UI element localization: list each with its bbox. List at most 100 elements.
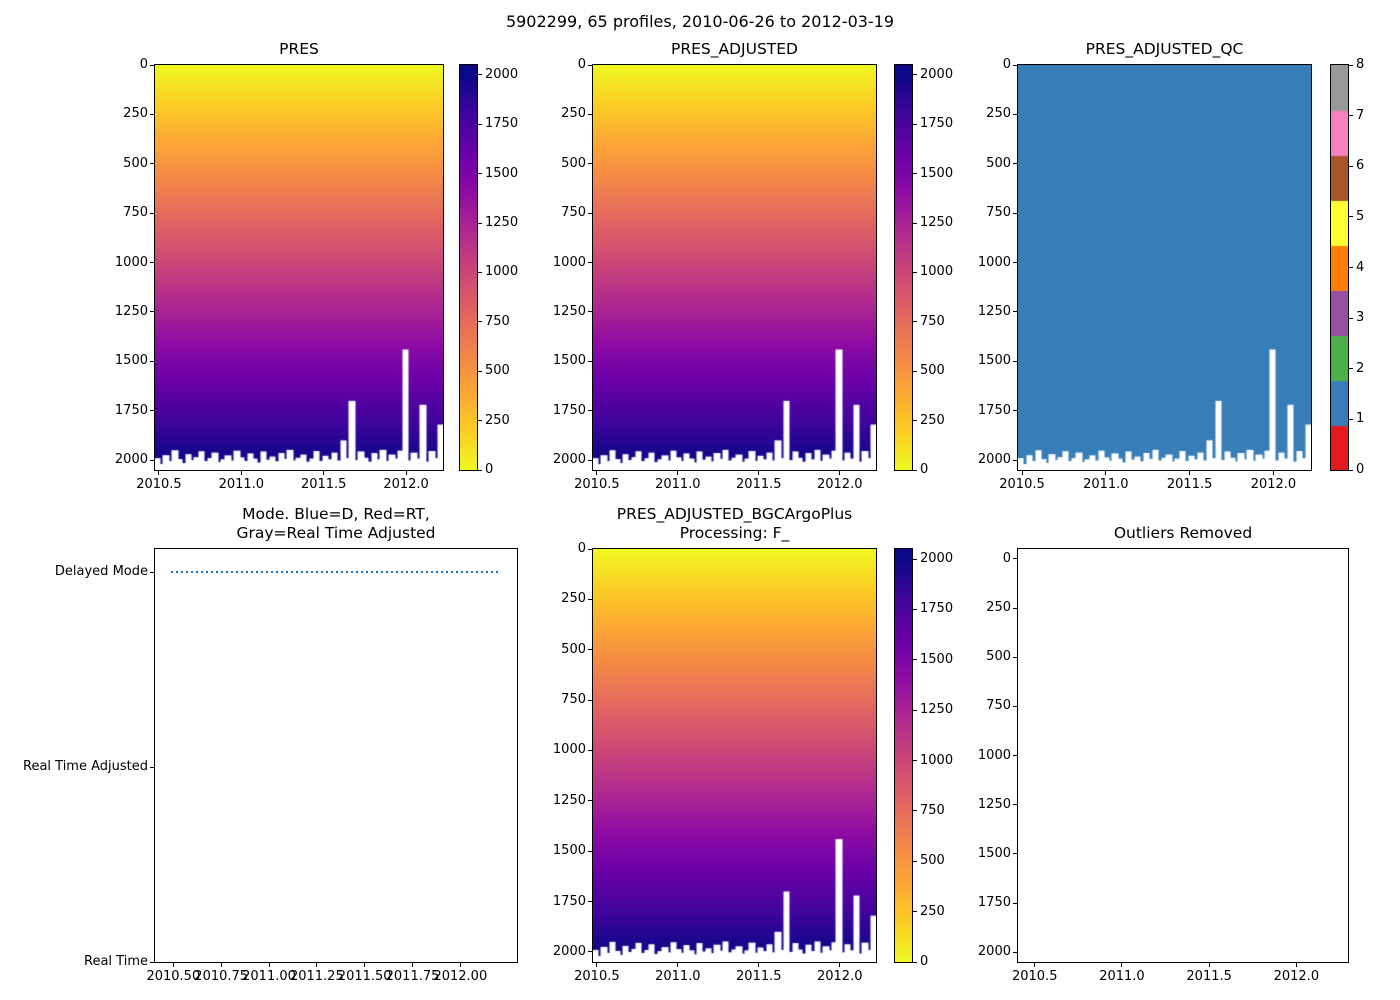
y-tick	[1013, 113, 1017, 115]
colorbar-tick-label: 500	[920, 853, 945, 869]
y-tick	[1013, 902, 1017, 904]
y-tick	[588, 459, 592, 461]
x-tick	[364, 963, 366, 967]
y-tick-label: 1250	[114, 303, 148, 319]
subplot-title-pres-adjusted: PRES_ADJUSTED	[671, 40, 798, 58]
x-tick	[1021, 471, 1023, 475]
x-tick	[240, 471, 242, 475]
y-tick	[150, 262, 154, 264]
colorbar-tick	[913, 810, 917, 812]
y-tick	[588, 548, 592, 550]
colorbar-tick-label: 250	[920, 412, 945, 428]
x-tick	[316, 963, 318, 967]
y-tick-label: 500	[986, 649, 1011, 665]
y-tick-label: 1750	[977, 895, 1011, 910]
colorbar-tick-label: 6	[1356, 158, 1365, 174]
y-tick-label: 250	[561, 106, 586, 122]
y-tick	[1013, 558, 1017, 560]
plot-pres-adjusted-qc	[1017, 64, 1312, 471]
colorbar-tick-label: 0	[920, 954, 929, 969]
colorbar-tick-label: 250	[920, 903, 945, 919]
y-tick-label: 2000	[552, 943, 586, 959]
y-tick-label: 750	[123, 205, 148, 221]
colorbar-tick	[913, 911, 917, 913]
y-tick	[150, 571, 154, 573]
y-tick	[588, 360, 592, 362]
plot-mode	[154, 548, 518, 963]
y-tick-label: 1250	[977, 796, 1011, 812]
y-tick-label: 1500	[977, 845, 1011, 861]
y-tick-label: 1000	[552, 742, 586, 758]
pres-adjusted-colorbar-canvas	[895, 65, 912, 470]
y-tick-label: 0	[1002, 550, 1011, 566]
y-tick	[1013, 311, 1017, 313]
plot-bgc	[592, 548, 877, 963]
y-tick-label: 1000	[977, 254, 1011, 270]
delayed-mode-dotted-line	[171, 571, 501, 574]
colorbar-tick-label: 1000	[485, 264, 519, 280]
colorbar-tick-label: 750	[485, 313, 510, 329]
plot-pres	[154, 64, 444, 471]
x-tick	[158, 471, 160, 475]
y-tick	[588, 649, 592, 651]
y-tick-label: 1750	[552, 402, 586, 418]
colorbar-tick	[478, 173, 482, 175]
y-tick	[588, 64, 592, 66]
y-tick-label: 500	[561, 155, 586, 171]
colorbar-tick-label: 1250	[485, 215, 519, 231]
y-tick-label: 1250	[977, 303, 1011, 319]
y-tick	[1013, 64, 1017, 66]
x-tick-label: 2011.5	[1166, 477, 1213, 492]
colorbar-tick	[478, 271, 482, 273]
colorbar-qc	[1330, 64, 1349, 471]
y-tick	[150, 360, 154, 362]
y-tick	[588, 262, 592, 264]
y-tick-label: 750	[561, 692, 586, 708]
colorbar-tick	[478, 370, 482, 372]
y-tick-label: 1750	[114, 402, 148, 418]
plot-pres-adjusted	[592, 64, 877, 471]
x-tick	[758, 963, 760, 967]
colorbar-tick-label: 1750	[920, 601, 954, 617]
colorbar-tick-label: 4	[1356, 259, 1365, 275]
y-tick	[1013, 410, 1017, 412]
y-tick	[1013, 705, 1017, 707]
mode-category-label: Delayed Mode	[54, 564, 148, 580]
colorbar-tick-label: 2000	[485, 66, 519, 82]
colorbar-tick	[478, 469, 482, 471]
x-tick	[323, 471, 325, 475]
y-tick	[588, 699, 592, 701]
colorbar-tick	[913, 469, 917, 471]
x-tick-label: 2010.50	[146, 969, 201, 984]
x-tick	[1189, 471, 1191, 475]
colorbar-tick-label: 7	[1356, 107, 1365, 123]
x-tick-label: 2011.0	[1083, 477, 1129, 492]
y-tick	[150, 961, 154, 963]
colorbar-tick	[1349, 165, 1353, 167]
y-tick	[1013, 607, 1017, 609]
colorbar-tick	[913, 271, 917, 273]
pres-heatmap-canvas	[155, 65, 443, 470]
colorbar-tick-label: 1500	[920, 651, 954, 667]
y-tick	[588, 113, 592, 115]
colorbar-tick-label: 1250	[920, 702, 954, 718]
colorbar-tick	[478, 222, 482, 224]
y-tick	[588, 749, 592, 751]
y-tick-label: 1000	[114, 254, 148, 270]
x-tick-label: 2012.0	[1273, 969, 1320, 984]
pres-adjusted-heatmap-canvas	[593, 65, 876, 470]
y-tick	[1013, 853, 1017, 855]
colorbar-tick-label: 1500	[485, 165, 519, 181]
colorbar-tick-label: 1000	[920, 264, 954, 280]
y-tick-label: 1000	[977, 747, 1011, 763]
colorbar-tick	[913, 961, 917, 963]
x-tick-label: 2012.0	[816, 477, 863, 492]
x-tick-label: 2010.5	[574, 477, 620, 492]
y-tick	[1013, 360, 1017, 362]
colorbar-tick-label: 3	[1356, 310, 1365, 326]
colorbar-tick-label: 1750	[920, 116, 954, 132]
colorbar-tick	[913, 760, 917, 762]
colorbar-tick	[1349, 64, 1353, 66]
y-tick	[1013, 163, 1017, 165]
subplot-title-bgc: PRES_ADJUSTED_BGCArgoPlus Processing: F_	[616, 505, 853, 542]
